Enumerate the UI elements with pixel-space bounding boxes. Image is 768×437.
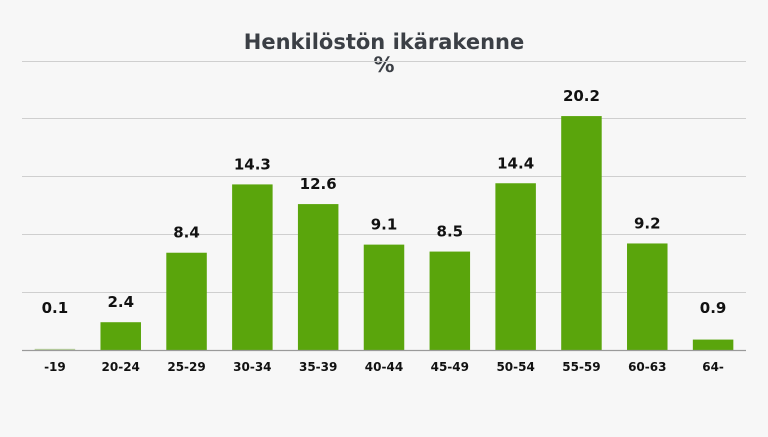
data-label: 8.5 xyxy=(437,223,464,241)
bar-20-24 xyxy=(100,322,141,350)
x-tick-label: 64- xyxy=(702,360,724,374)
bar-25-29 xyxy=(166,252,207,350)
bar--19 xyxy=(34,348,76,350)
data-label: 2.4 xyxy=(107,293,134,311)
bar-50-54 xyxy=(495,183,536,350)
bar-35-39 xyxy=(297,204,339,350)
data-label: 0.9 xyxy=(700,299,727,317)
chart-title: Henkilöstön ikärakenne xyxy=(243,30,525,54)
data-label: 20.2 xyxy=(563,87,600,105)
x-tick-label: 40-44 xyxy=(365,360,403,374)
bar-64- xyxy=(692,339,734,350)
x-tick-label: 25-29 xyxy=(167,360,205,374)
data-label: 8.4 xyxy=(173,224,200,242)
bar-60-63 xyxy=(627,243,668,350)
x-tick-label: 35-39 xyxy=(299,360,337,374)
x-tick-label: 30-34 xyxy=(233,360,271,374)
x-tick-label: -19 xyxy=(44,360,66,374)
data-label: 12.6 xyxy=(300,175,337,193)
data-label: 0.1 xyxy=(42,299,69,317)
bar-40-44 xyxy=(363,244,405,350)
x-tick-label: 45-49 xyxy=(431,360,469,374)
data-label: 9.2 xyxy=(634,214,661,232)
bar-45-49 xyxy=(429,251,471,350)
x-tick-label: 60-63 xyxy=(628,360,666,374)
data-label: 14.4 xyxy=(497,154,534,172)
data-label: 14.3 xyxy=(234,155,271,173)
x-tick-label: 50-54 xyxy=(496,360,534,374)
chart-subtitle: % xyxy=(373,53,395,77)
bar-30-34 xyxy=(232,184,273,350)
data-label: 9.1 xyxy=(371,216,398,234)
bar-55-59 xyxy=(561,116,602,350)
x-tick-label: 55-59 xyxy=(562,360,600,374)
x-tick-label: 20-24 xyxy=(102,360,140,374)
